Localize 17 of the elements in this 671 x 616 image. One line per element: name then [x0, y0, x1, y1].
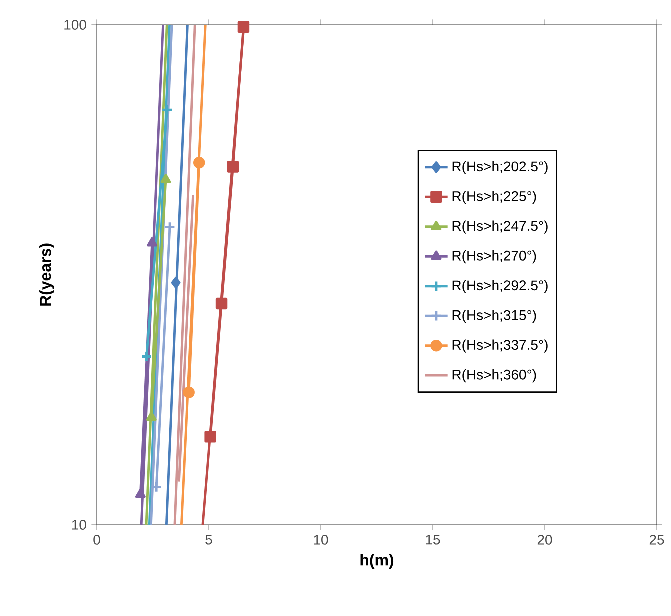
legend-label: R(Hs>h;247.5°) [452, 220, 548, 234]
y-axis-title: R(years) [40, 244, 54, 306]
legend-label: R(Hs>h;270°) [452, 250, 536, 264]
y-tick-label: 100 [64, 20, 86, 30]
legend-label: R(Hs>h;202.5°) [452, 161, 548, 174]
legend-label: R(Hs>h;337.5°) [452, 340, 548, 353]
x-tick-label: 5 [206, 535, 212, 545]
legend-label: R(Hs>h;292.5°) [452, 280, 548, 294]
legend-label: R(Hs>h;315°) [452, 310, 536, 324]
x-tick-label: 15 [426, 535, 440, 545]
x-tick-label: 10 [314, 535, 328, 545]
x-axis-title: h(m) [360, 554, 394, 570]
legend-label: R(Hs>h;225°) [452, 191, 536, 204]
x-tick-label: 25 [650, 535, 664, 545]
x-tick-label: 20 [538, 535, 552, 545]
legend-label: R(Hs>h;360°) [452, 370, 536, 383]
x-tick-label: 0 [94, 535, 100, 545]
